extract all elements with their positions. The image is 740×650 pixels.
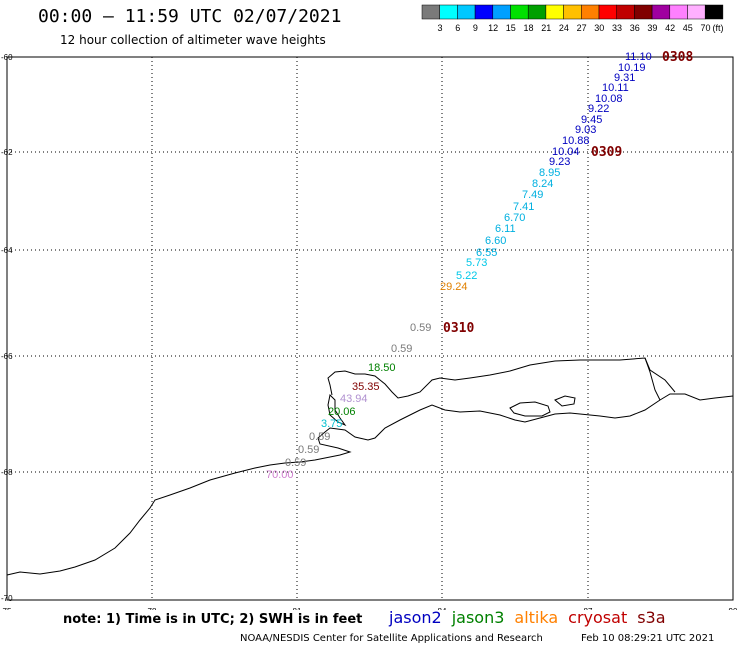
satellite-jason2: jason2: [389, 608, 442, 627]
wave-height-label: 9.22: [588, 103, 609, 115]
x-tick-label: 81: [293, 607, 302, 610]
ice-shelf-outline: [327, 357, 661, 401]
y-tick-label: -60: [1, 53, 13, 62]
pass-time-label: 0308: [662, 50, 693, 65]
wave-height-label: 7.41: [513, 201, 534, 213]
wave-height-label: 9.31: [614, 72, 635, 84]
wave-height-label: 0.59: [285, 457, 306, 469]
y-tick-label: -64: [1, 246, 13, 255]
pass-time-labels: 0308 0309 0310: [443, 50, 693, 336]
wave-height-label: 6.60: [485, 235, 506, 247]
wave-height-label: 9.23: [549, 156, 570, 168]
wave-height-label: 9.45: [581, 114, 602, 126]
small-island-2: [554, 395, 576, 407]
wave-height-label: 6.55: [476, 247, 497, 259]
y-tick-label: -66: [1, 352, 13, 361]
wave-height-label: 8.24: [532, 178, 553, 190]
legend-label: 24: [559, 23, 569, 33]
legend-label: 70: [700, 23, 710, 33]
antarctic-coastline: [6, 393, 734, 576]
wave-height-label: 10.88: [562, 135, 590, 147]
pass-time-label: 0309: [591, 145, 622, 160]
x-tick-label: 75: [3, 607, 12, 610]
legend-label: 6: [455, 23, 460, 33]
wave-height-label: 10.19: [618, 62, 646, 74]
x-tick-label: 87: [584, 607, 593, 610]
satellite-legend: jason2 jason3 altika cryosat s3a: [389, 608, 676, 627]
small-island: [509, 401, 551, 417]
wave-height-label: 9.03: [575, 124, 596, 136]
satellite-s3a: s3a: [637, 608, 666, 627]
legend-unit: (ft): [713, 23, 724, 33]
y-tick-label: -62: [1, 148, 13, 157]
x-tick-label: 78: [148, 607, 157, 610]
wave-height-label: 0.59: [391, 343, 412, 355]
map-grid: [7, 57, 733, 600]
wave-height-label: 10.11: [602, 82, 629, 94]
y-tick-label: -70: [1, 594, 13, 603]
wave-height-label: 10.08: [595, 93, 623, 105]
legend-label: 36: [630, 23, 640, 33]
legend-label: 33: [612, 23, 622, 33]
wave-height-label: 70.00: [266, 469, 294, 481]
satellite-altika: altika: [514, 608, 559, 627]
footnote: note: 1) Time is in UTC; 2) SWH is in fe…: [63, 612, 363, 627]
wave-height-label: 7.49: [522, 189, 543, 201]
legend-label: 12: [488, 23, 498, 33]
shelf-inlet: [644, 357, 676, 393]
wave-height-observations: 11.1010.199.3110.1110.089.229.459.0310.8…: [266, 51, 652, 481]
map-frame: [6, 56, 734, 601]
legend-label: 18: [523, 23, 533, 33]
x-tick-label: 90: [729, 607, 738, 610]
wave-height-label: 5.22: [456, 270, 477, 282]
wave-height-label: 10.04: [552, 146, 580, 158]
wave-height-label: 20.06: [328, 406, 356, 418]
x-tick-label: 84: [438, 607, 447, 610]
legend-label: 45: [683, 23, 693, 33]
wave-height-label: 35.35: [352, 381, 380, 393]
legend-label: 21: [541, 23, 551, 33]
chart-title: 00:00 — 11:59 UTC 02/07/2021: [38, 6, 342, 27]
credit-line: NOAA/NESDIS Center for Satellite Applica…: [240, 633, 543, 644]
wave-height-label: 11.10: [625, 51, 652, 63]
wave-height-label: 6.11: [495, 223, 516, 235]
legend-label: 15: [506, 23, 516, 33]
color-legend: 3 6 9 12 15 18 21 24 27 30 33 36 39 42 45 70 (ft): [421, 4, 724, 33]
altimeter-map: 757881848790-60-62-64-66-68-70 11.1010.1…: [1, 50, 738, 610]
chart-subtitle: 12 hour collection of altimeter wave hei…: [60, 33, 326, 47]
generated-timestamp: Feb 10 08:29:21 UTC 2021: [581, 633, 715, 644]
island-outline: [327, 393, 347, 427]
satellite-jason3: jason3: [451, 608, 505, 627]
wave-height-label: 6.70: [504, 212, 525, 224]
wave-height-label: 0.59: [410, 322, 431, 334]
satellite-cryosat: cryosat: [568, 608, 628, 627]
wave-height-label: 5.73: [466, 257, 487, 269]
wave-height-label: 18.50: [368, 362, 396, 374]
wave-height-label: 8.95: [539, 167, 560, 179]
legend-label: 9: [473, 23, 478, 33]
legend-label: 39: [647, 23, 657, 33]
legend-label: 3: [437, 23, 442, 33]
legend-label: 30: [594, 23, 604, 33]
legend-label: 27: [577, 23, 587, 33]
legend-label: 42: [665, 23, 675, 33]
y-tick-label: -68: [1, 468, 13, 477]
axis-ticks: 75 78 81 84 87 90 -60 -62 -64 -66 -68 -70: [1, 53, 738, 610]
wave-height-label: 0.59: [298, 444, 319, 456]
legend-swatch: [704, 4, 724, 20]
wave-height-label: 0.59: [309, 431, 330, 443]
wave-height-label: 29.24: [440, 281, 468, 293]
pass-time-label: 0310: [443, 321, 474, 336]
wave-height-label: 3.75: [321, 418, 342, 430]
wave-height-label: 43.94: [340, 393, 368, 405]
